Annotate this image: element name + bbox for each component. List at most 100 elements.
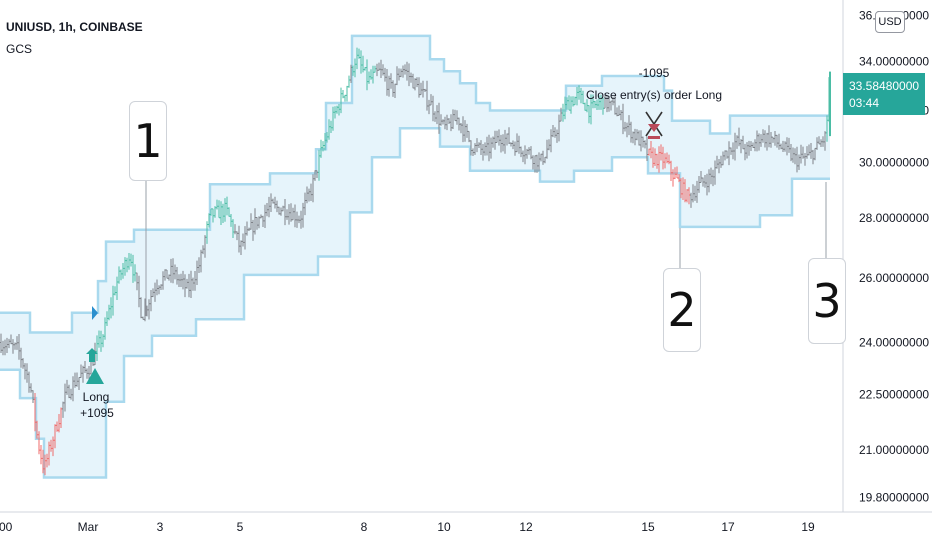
callout-lines [145, 180, 827, 316]
ohlc-bar [36, 420, 38, 439]
ohlc-bar [410, 72, 412, 83]
ohlc-bar [82, 365, 84, 383]
ohlc-bar [438, 102, 440, 134]
ohlc-bar [166, 269, 168, 279]
indicator-label[interactable]: GCS [6, 42, 33, 56]
x-tick-label: 12 [519, 520, 533, 534]
ohlc-bar [142, 316, 144, 320]
y-tick-label: 26.00000000 [859, 271, 929, 285]
ohlc-bar [774, 131, 776, 146]
ohlc-bar [74, 372, 76, 388]
ohlc-bar [566, 97, 568, 110]
ohlc-bar [110, 297, 112, 319]
ohlc-bar [34, 393, 36, 432]
ohlc-bar [468, 130, 470, 143]
ohlc-bar [552, 125, 554, 138]
ohlc-bar [614, 95, 616, 115]
long-entry-triangle-icon [86, 368, 104, 384]
ohlc-bar [252, 219, 254, 241]
y-axis[interactable]: 19.80000000 21.00000000 22.50000000 24.0000… [842, 0, 929, 512]
ohlc-bar [460, 123, 462, 134]
ohlc-bar [560, 107, 562, 122]
ohlc-bar [164, 269, 166, 281]
ohlc-bar [494, 130, 496, 150]
ohlc-bar [192, 277, 194, 291]
ohlc-bar [402, 65, 404, 78]
ohlc-bar [550, 129, 552, 153]
ohlc-bar [768, 125, 770, 148]
ohlc-bar [822, 136, 824, 147]
ohlc-bar [510, 142, 512, 147]
ohlc-bar [730, 147, 732, 155]
ohlc-bar [212, 208, 214, 223]
x-tick-label: 10 [437, 520, 451, 534]
ohlc-bar [754, 139, 756, 152]
ohlc-bar [274, 196, 276, 209]
ohlc-bar [204, 235, 206, 258]
ohlc-bar [236, 231, 238, 241]
ohlc-bar [130, 253, 132, 267]
ohlc-bar [750, 141, 752, 151]
ohlc-bar [796, 146, 798, 173]
ohlc-bar [20, 347, 22, 368]
ohlc-bar [782, 140, 784, 152]
ohlc-bar [272, 198, 274, 204]
ohlc-bar [490, 137, 492, 159]
ohlc-bar [354, 58, 356, 78]
ohlc-bar [784, 141, 786, 152]
close-entry-down-arrow-icon [648, 124, 660, 132]
ohlc-bar [816, 137, 818, 150]
ohlc-bar [248, 227, 250, 231]
ohlc-bar [642, 136, 644, 148]
ohlc-bar [340, 87, 342, 114]
ohlc-bar [356, 47, 358, 70]
ohlc-bar [436, 105, 438, 125]
ohlc-bar [288, 204, 290, 225]
ohlc-bar [568, 95, 570, 111]
ohlc-bar [116, 276, 118, 300]
ohlc-bar [756, 130, 758, 152]
ohlc-bar [562, 103, 564, 122]
ohlc-bar [770, 132, 772, 148]
symbol-title[interactable]: UNIUSD, 1h, COINBASE [6, 20, 143, 34]
ohlc-bar [504, 129, 506, 154]
ohlc-bar [78, 377, 80, 390]
ohlc-bar [440, 114, 442, 126]
x-axis[interactable]: :00 Mar 3 5 8 10 12 15 17 19 [0, 511, 932, 534]
ohlc-bar [70, 388, 72, 400]
ohlc-bar [196, 260, 198, 285]
ohlc-bar [22, 358, 24, 369]
ohlc-bar [726, 150, 728, 159]
ohlc-bar [588, 105, 590, 124]
ohlc-bar [384, 67, 386, 82]
ohlc-bar [524, 145, 526, 165]
ohlc-bar [808, 144, 810, 156]
ohlc-bar [184, 274, 186, 298]
ohlc-bar [558, 114, 560, 142]
ohlc-bar [278, 206, 280, 215]
ohlc-bar [556, 129, 558, 143]
blue-signal-icon [92, 306, 98, 320]
ohlc-bar [170, 258, 172, 283]
ohlc-bar [182, 270, 184, 290]
ohlc-bar [548, 139, 550, 151]
ohlc-bar [312, 174, 314, 203]
ohlc-bar [194, 271, 196, 291]
ohlc-bar [140, 297, 142, 319]
ohlc-bar [330, 120, 332, 133]
ohlc-bar [582, 90, 584, 105]
ohlc-bar [496, 130, 498, 143]
ohlc-bar [326, 132, 328, 143]
ohlc-bar [302, 202, 304, 228]
currency-button[interactable]: USD [875, 11, 905, 33]
ohlc-bar [344, 94, 346, 102]
ohlc-bar [54, 424, 56, 449]
ohlc-bar [736, 135, 738, 149]
ohlc-bar [814, 147, 816, 161]
ohlc-bar [296, 211, 298, 228]
ohlc-bar [586, 99, 588, 113]
ohlc-bar [450, 114, 452, 132]
ohlc-bar [122, 263, 124, 279]
ohlc-bar [264, 204, 266, 228]
